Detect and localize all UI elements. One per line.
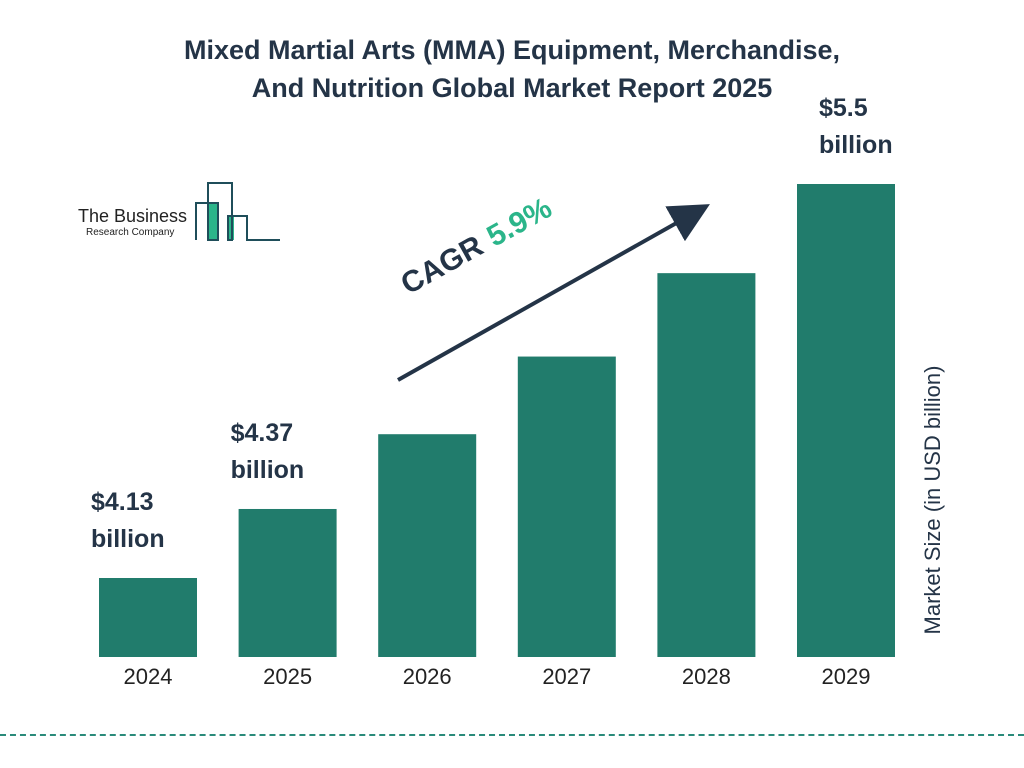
data-label: $5.5 billion [819, 90, 893, 164]
cagr-arrow [397, 204, 710, 382]
y-axis-label: Market Size (in USD billion) [920, 365, 945, 635]
logo-text-line1: The Business [78, 206, 188, 226]
data-label-value: $4.13 [91, 488, 154, 516]
bar-2029 [797, 184, 895, 657]
logo-text-line2: Research Company [86, 227, 175, 238]
chart-title-line1: Mixed Martial Arts (MMA) Equipment, Merc… [183, 35, 841, 65]
logo-buildings-icon [195, 182, 280, 241]
bar-2027 [517, 356, 616, 657]
data-label-value: $5.5 [819, 94, 868, 122]
bar-2026 [378, 434, 477, 657]
x-tick-label: 2029 [821, 664, 871, 689]
data-label: $4.13 billion [91, 484, 165, 558]
x-tick-label: 2025 [263, 664, 313, 689]
data-label-unit: billion [230, 455, 305, 484]
footer-divider [0, 734, 1024, 736]
bar-2024 [99, 578, 197, 657]
x-tick-label: 2024 [123, 664, 173, 689]
bar-2028 [657, 273, 756, 657]
x-tick-label: 2028 [681, 664, 731, 689]
data-label: $4.37 billion [231, 415, 305, 489]
chart-title-line2: And Nutrition Global Market Report 2025 [251, 73, 773, 103]
data-label-unit: billion [819, 131, 893, 159]
data-label-unit: billion [91, 525, 165, 553]
x-tick-label: 2026 [402, 664, 452, 689]
x-tick-label: 2027 [542, 664, 592, 689]
bar-2025 [238, 508, 337, 657]
data-label-value: $4.37 [230, 418, 294, 447]
